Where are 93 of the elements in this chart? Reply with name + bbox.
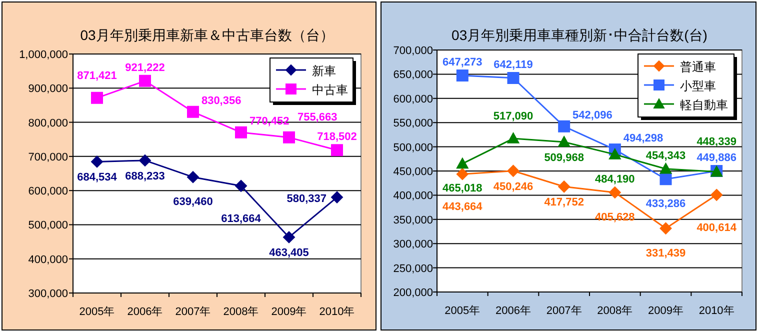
y-tick-label: 650,000	[393, 69, 433, 82]
point	[331, 144, 343, 156]
point	[456, 168, 468, 180]
legend-label: 中古車	[312, 83, 348, 97]
data-label: 517,090	[493, 110, 534, 123]
data-label: 639,460	[173, 196, 213, 208]
chart-title: 03月年別乗用車新車＆中古車台数（台）	[80, 27, 334, 43]
data-label: 509,968	[544, 152, 584, 164]
data-label: 871,421	[77, 70, 117, 82]
data-label: 331,439	[646, 247, 686, 260]
y-tick-label: 400,000	[393, 190, 433, 202]
y-tick-label: 600,000	[393, 93, 433, 106]
point	[507, 132, 520, 144]
y-tick-label: 800,000	[28, 117, 68, 130]
data-label: 465,018	[442, 182, 482, 195]
x-tick-label: 2006年	[127, 306, 163, 318]
point	[235, 126, 247, 138]
point	[283, 231, 295, 244]
data-label: 443,664	[442, 201, 484, 214]
data-label: 580,337	[286, 192, 327, 205]
point	[710, 188, 723, 201]
x-tick-label: 2008年	[223, 306, 259, 318]
y-tick-label: 350,000	[393, 214, 433, 226]
data-label: 433,286	[646, 198, 686, 210]
data-label: 400,614	[696, 222, 738, 234]
y-tick-label: 550,000	[393, 118, 433, 130]
y-tick-label: 500,000	[393, 142, 433, 154]
point	[558, 136, 570, 147]
data-label: 494,298	[623, 132, 664, 145]
data-label: 449,886	[696, 152, 736, 164]
data-label: 484,190	[595, 173, 635, 186]
y-tick-label: 1,000,000	[19, 49, 68, 61]
x-tick-label: 2009年	[271, 306, 307, 318]
legend-label: 新車	[312, 64, 336, 78]
point	[456, 70, 468, 82]
legend-label: 小型車	[680, 79, 716, 93]
x-tick-label: 2008年	[597, 305, 633, 317]
point	[608, 148, 621, 160]
data-label: 688,233	[125, 170, 165, 182]
point	[235, 180, 247, 192]
chart-title: 03月年別乗用車車種別新･中合計台数(台)	[452, 27, 708, 43]
data-label: 454,343	[646, 150, 686, 162]
point	[660, 173, 672, 186]
point	[608, 186, 621, 198]
point	[507, 72, 520, 84]
y-tick-label: 200,000	[393, 287, 433, 299]
x-tick-label: 2009年	[648, 305, 684, 317]
point	[660, 162, 672, 174]
point	[139, 74, 151, 87]
data-label: 921,222	[125, 62, 165, 74]
data-label: 450,246	[493, 180, 534, 193]
x-tick-label: 2007年	[175, 306, 211, 318]
data-label: 718,502	[317, 131, 357, 144]
point	[139, 154, 151, 166]
point	[283, 131, 295, 144]
point	[187, 106, 199, 118]
point	[507, 164, 520, 177]
y-tick-label: 600,000	[28, 186, 68, 198]
x-tick-label: 2005年	[79, 306, 115, 318]
point	[331, 191, 343, 204]
data-label: 830,356	[201, 94, 242, 107]
data-label: 463,405	[269, 247, 309, 260]
x-tick-label: 2010年	[698, 305, 734, 317]
x-tick-label: 2007年	[546, 305, 582, 317]
y-tick-label: 300,000	[393, 238, 433, 251]
data-label: 647,273	[442, 56, 482, 69]
x-tick-label: 2005年	[444, 305, 480, 317]
y-tick-label: 900,000	[28, 83, 68, 96]
point	[91, 156, 103, 168]
y-tick-label: 700,000	[28, 151, 68, 164]
data-label: 542,096	[572, 109, 612, 122]
legend-label: 軽自動車	[680, 98, 728, 112]
point	[558, 120, 570, 132]
point	[660, 222, 672, 234]
data-label: 417,752	[544, 196, 584, 209]
data-label: 755,663	[297, 111, 338, 124]
data-label: 684,534	[77, 172, 118, 184]
y-tick-label: 300,000	[28, 288, 68, 300]
y-tick-label: 250,000	[393, 262, 433, 275]
data-label: 448,339	[696, 136, 736, 148]
point	[456, 158, 468, 169]
y-tick-label: 500,000	[28, 220, 68, 232]
y-tick-label: 450,000	[393, 166, 433, 178]
point	[187, 171, 199, 184]
data-label: 642,119	[494, 59, 533, 72]
x-tick-label: 2006年	[496, 305, 531, 317]
y-tick-label: 700,000	[393, 45, 433, 57]
x-tick-label: 2010年	[319, 306, 355, 318]
legend-label: 普通車	[680, 60, 716, 74]
y-tick-label: 400,000	[28, 254, 68, 266]
data-label: 613,664	[221, 212, 262, 225]
point	[91, 92, 103, 104]
point	[558, 180, 570, 193]
